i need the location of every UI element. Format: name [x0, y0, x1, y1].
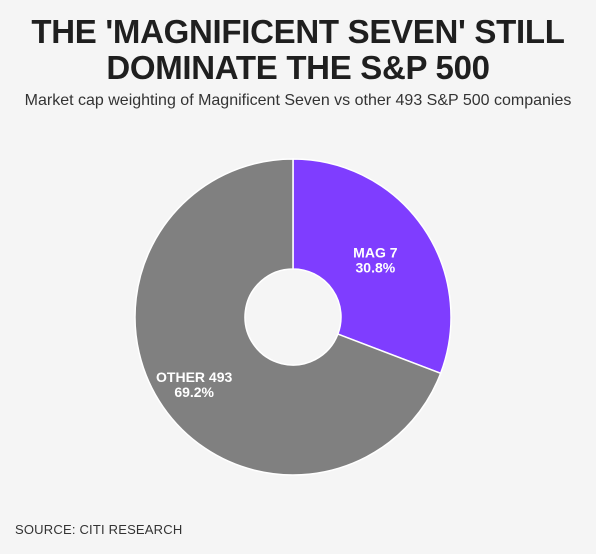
slice-value-label: 69.2% — [174, 384, 214, 400]
slice-mag-7 — [292, 158, 452, 375]
source-note: SOURCE: CITI RESEARCH — [15, 522, 183, 537]
slice-other-493 — [134, 158, 442, 476]
slice-value-label: 30.8% — [356, 259, 396, 275]
chart-subtitle: Market cap weighting of Magnificent Seve… — [24, 92, 572, 109]
slice-label: MAG 7 — [353, 244, 398, 260]
chart-title: THE 'MAGNIFICENT SEVEN' STILL DOMINATE T… — [31, 13, 565, 86]
slice-label: OTHER 493 — [156, 369, 232, 385]
